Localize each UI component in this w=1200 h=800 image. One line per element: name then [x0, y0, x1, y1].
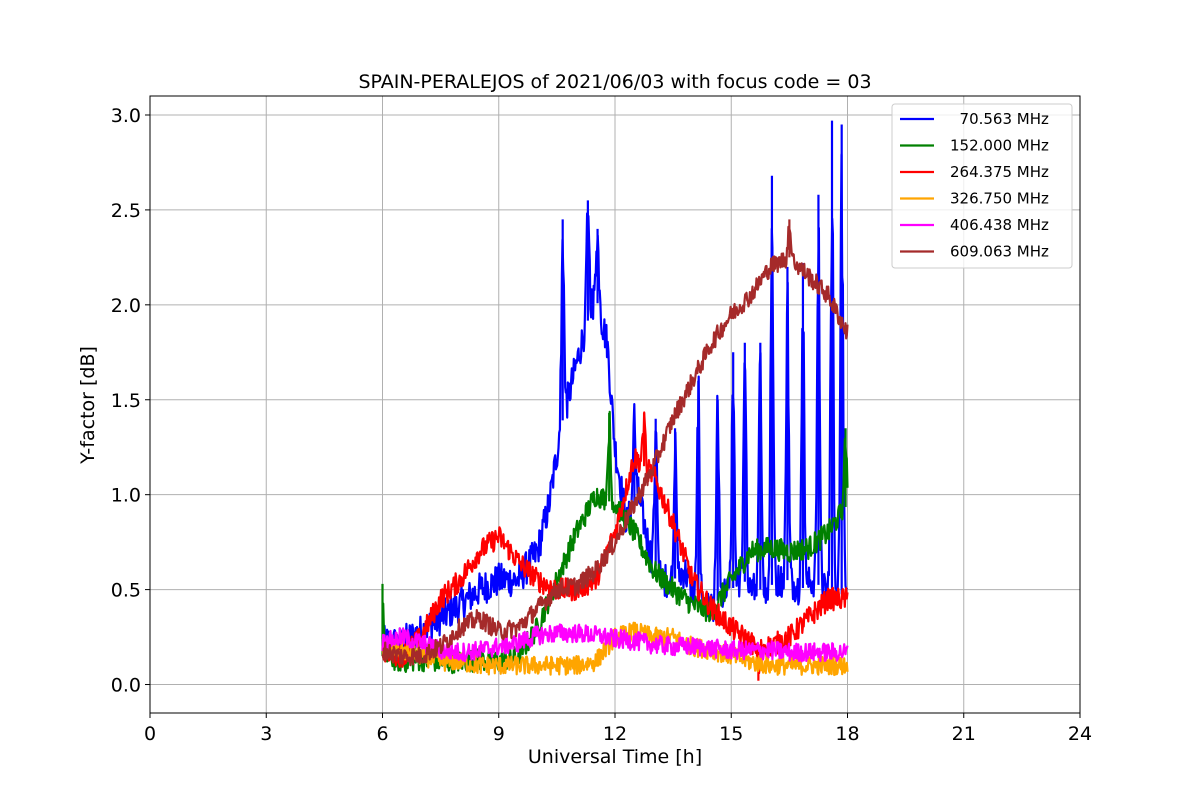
series-line: [381, 225, 849, 667]
y-axis: 0.0 0.5 1.0 1.5 2.0 2.5 3.0: [111, 105, 150, 697]
x-tick-label: 0: [144, 723, 156, 745]
x-tick-label: 15: [719, 723, 743, 745]
series-line: [381, 621, 849, 677]
legend-item: 70.563 MHz: [900, 110, 1049, 128]
x-tick-label: 12: [603, 723, 627, 745]
series-5: [381, 219, 849, 667]
legend-label: 152.000 MHz: [950, 137, 1049, 155]
legend-label: 264.375 MHz: [950, 163, 1049, 181]
legend-item: 609.063 MHz: [900, 243, 1049, 261]
y-tick-label: 0.0: [111, 675, 141, 697]
series-3: [381, 621, 849, 677]
series-4: [381, 623, 849, 663]
series-layer: [381, 120, 849, 681]
x-tick-label: 6: [376, 723, 388, 745]
legend: 70.563 MHz 152.000 MHz 264.375 MHz 326.750 …: [891, 103, 1073, 269]
y-tick-label: 1.0: [111, 485, 141, 507]
series-line: [381, 623, 849, 663]
series-line: [381, 153, 849, 658]
y-tick-label: 0.5: [111, 580, 141, 602]
chart-title: SPAIN-PERALEJOS of 2021/06/03 with focus…: [358, 71, 871, 93]
legend-label: 609.063 MHz: [950, 243, 1049, 261]
legend-box: [891, 103, 1073, 269]
y-axis-label: Y-factor [dB]: [77, 346, 99, 465]
x-tick-label: 24: [1068, 723, 1092, 745]
legend-label: 326.750 MHz: [950, 190, 1049, 208]
y-tick-label: 2.0: [111, 295, 141, 317]
x-axis-label: Universal Time [h]: [528, 746, 702, 768]
legend-label: 406.438 MHz: [950, 216, 1049, 234]
x-tick-label: 3: [260, 723, 272, 745]
legend-label: 70.563 MHz: [950, 110, 1049, 128]
x-tick-label: 18: [835, 723, 859, 745]
legend-item: 264.375 MHz: [900, 163, 1049, 181]
x-tick-label: 9: [493, 723, 505, 745]
legend-item: 326.750 MHz: [900, 190, 1049, 208]
legend-item: 152.000 MHz: [900, 137, 1049, 155]
y-tick-label: 3.0: [111, 105, 141, 127]
x-tick-label: 21: [952, 723, 976, 745]
legend-item: 406.438 MHz: [900, 216, 1049, 234]
y-tick-label: 2.5: [111, 200, 141, 222]
y-tick-label: 1.5: [111, 390, 141, 412]
x-axis: 0 3 6 9 12 15 18 21 24: [144, 713, 1092, 745]
